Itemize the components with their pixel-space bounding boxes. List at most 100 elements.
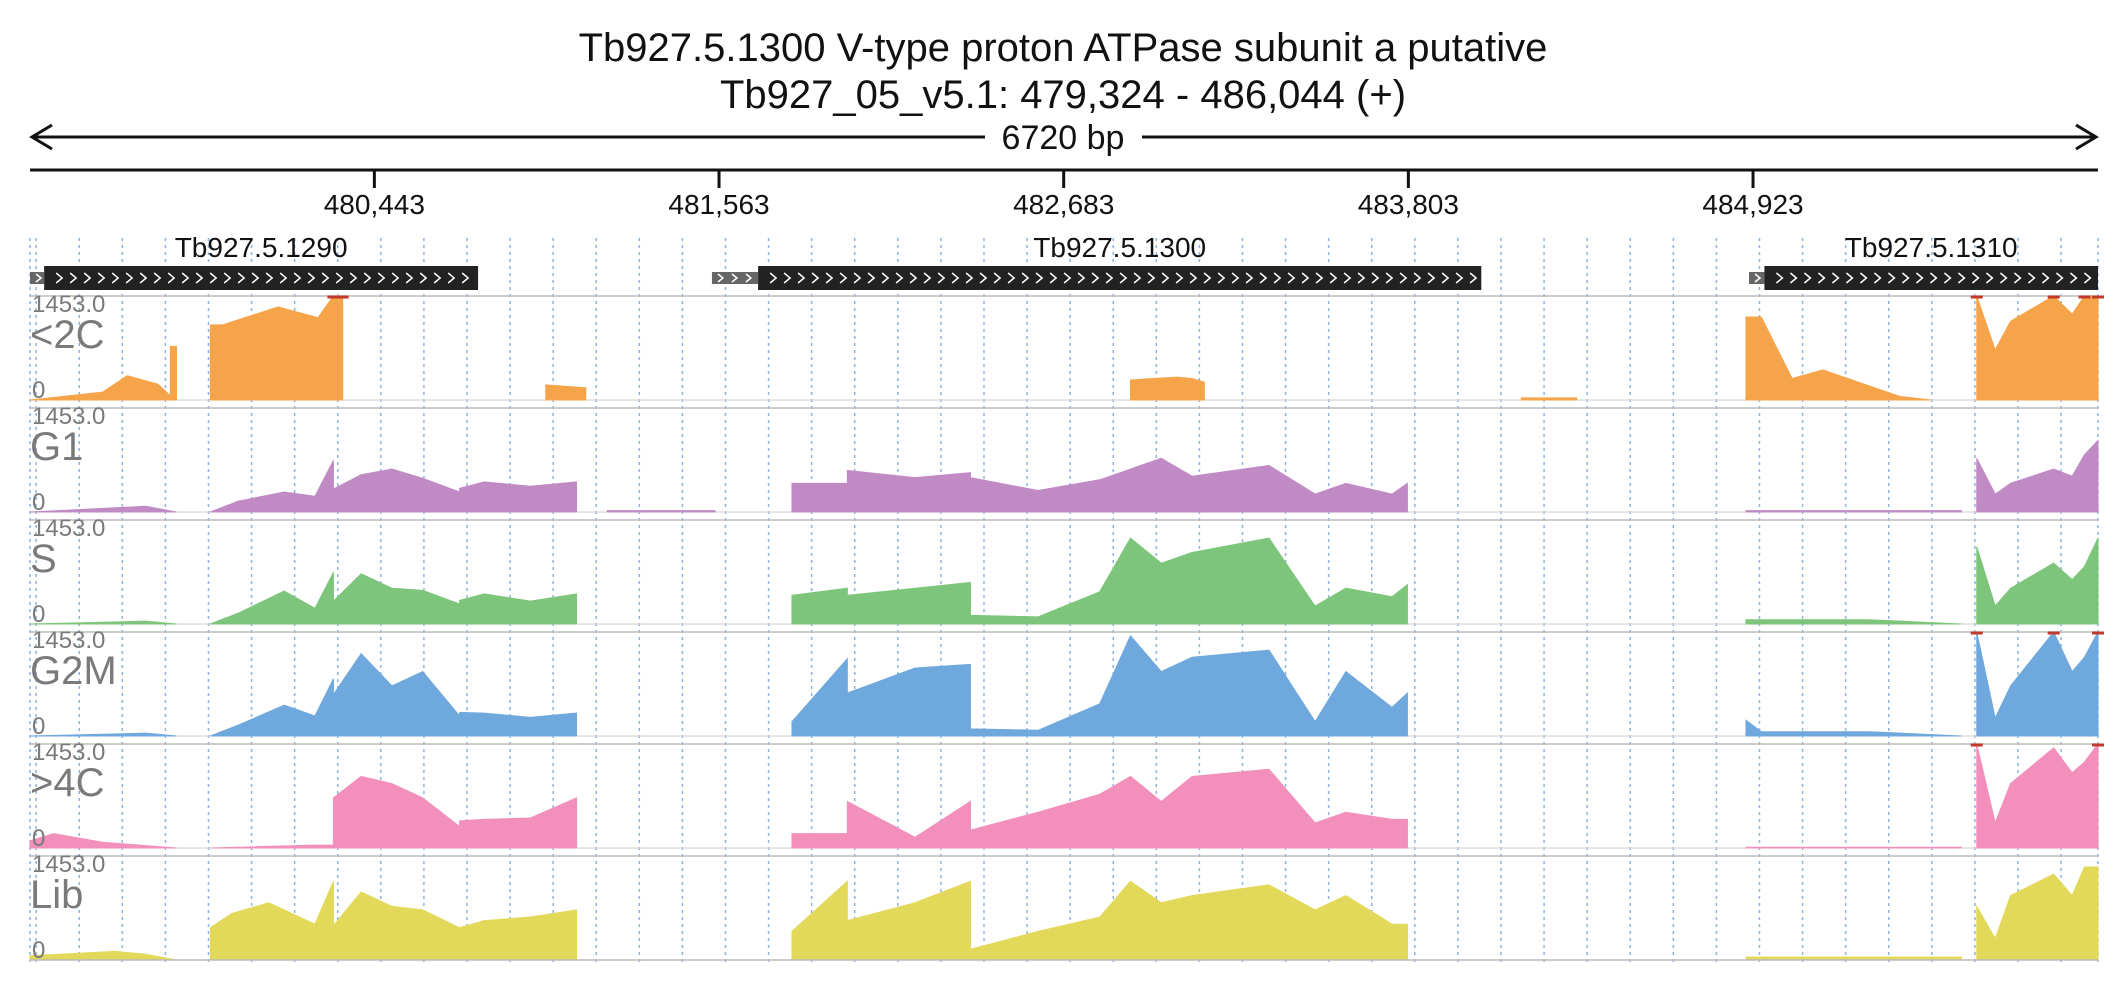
track-ymax-label: 1453.0 bbox=[32, 515, 105, 542]
coverage-area bbox=[791, 537, 1408, 625]
strand-arrow bbox=[867, 272, 876, 284]
tick-label: 481,563 bbox=[668, 189, 769, 220]
x-axis: 480,443 481,563 482,683 483,803 484,923 bbox=[30, 168, 2098, 220]
strand-arrow bbox=[2041, 272, 2050, 284]
gene-label: Tb927.5.1310 bbox=[1845, 232, 2018, 263]
strand-arrow bbox=[1915, 272, 1924, 284]
strand-arrow bbox=[195, 272, 204, 284]
gene-body bbox=[758, 266, 1482, 290]
strand-arrow bbox=[447, 272, 456, 284]
gene-label: Tb927.5.1290 bbox=[175, 232, 348, 263]
strand-arrow bbox=[363, 272, 372, 284]
gene-feature: Tb927.5.1290 bbox=[30, 232, 479, 290]
strand-arrow bbox=[937, 272, 946, 284]
strand-arrow bbox=[1245, 272, 1254, 284]
gene-track: Tb927.5.1290 Tb927.5.1300 Tb927.5.1310 bbox=[30, 232, 2098, 290]
strand-arrow bbox=[125, 272, 134, 284]
strand-arrow bbox=[1831, 272, 1840, 284]
strand-arrow bbox=[1789, 272, 1798, 284]
track: 1453.0S 0 bbox=[29, 515, 2099, 628]
coverage-area bbox=[1520, 397, 1578, 401]
tick-label: 482,683 bbox=[1013, 189, 1114, 220]
strand-arrow bbox=[251, 272, 260, 284]
strand-arrow bbox=[1929, 272, 1938, 284]
strand-arrow bbox=[1315, 272, 1324, 284]
strand-arrow bbox=[391, 272, 400, 284]
track-name: <2C bbox=[30, 313, 105, 357]
strand-arrow bbox=[69, 272, 78, 284]
strand-arrow bbox=[965, 272, 974, 284]
tick-label: 483,803 bbox=[1358, 189, 1459, 220]
track-ymin-label: 0 bbox=[32, 601, 45, 628]
coverage-area bbox=[210, 775, 578, 849]
strand-arrow bbox=[1147, 272, 1156, 284]
coverage-area bbox=[210, 460, 578, 513]
track-ymax-label: 1453.0 bbox=[32, 627, 105, 654]
coverage-area bbox=[1745, 619, 1962, 625]
strand-arrow bbox=[1887, 272, 1896, 284]
strand-arrow bbox=[1077, 272, 1086, 284]
strand-arrow bbox=[1385, 272, 1394, 284]
track-name: G2M bbox=[30, 649, 117, 693]
coverage-area bbox=[1976, 537, 2099, 625]
strand-arrow bbox=[35, 273, 43, 283]
coverage-area bbox=[791, 768, 1408, 849]
strand-arrow bbox=[923, 272, 932, 284]
span-ruler: 6720 bp bbox=[29, 119, 2099, 157]
strand-arrow bbox=[321, 272, 330, 284]
coverage-area bbox=[791, 880, 1408, 961]
strand-arrow bbox=[1985, 272, 1994, 284]
strand-arrow bbox=[1259, 272, 1268, 284]
strand-arrow bbox=[335, 272, 344, 284]
strand-arrow bbox=[1817, 272, 1826, 284]
strand-arrow bbox=[1441, 272, 1450, 284]
coverage-area bbox=[1976, 439, 2099, 513]
strand-arrow bbox=[1049, 272, 1058, 284]
track: 1453.0<2C 0 bbox=[29, 291, 2104, 404]
strand-arrow bbox=[1845, 272, 1854, 284]
track-ymax-label: 1453.0 bbox=[32, 291, 105, 318]
strand-arrow bbox=[1273, 272, 1282, 284]
strand-arrow bbox=[377, 272, 386, 284]
strand-arrow bbox=[1999, 272, 2008, 284]
coverage-area bbox=[1976, 742, 2099, 849]
strand-arrow bbox=[279, 272, 288, 284]
gene-utr bbox=[30, 272, 45, 284]
coverage-area bbox=[1976, 295, 2099, 401]
strand-arrow bbox=[97, 272, 106, 284]
span-length-label: 6720 bp bbox=[1002, 119, 1125, 157]
strand-arrow bbox=[293, 272, 302, 284]
strand-arrow bbox=[461, 272, 470, 284]
coverage-area bbox=[210, 572, 578, 625]
strand-arrow bbox=[1803, 272, 1812, 284]
strand-arrow bbox=[1399, 272, 1408, 284]
coverage-area bbox=[210, 652, 578, 737]
coverage-area bbox=[1745, 316, 1931, 401]
coverage-area bbox=[791, 457, 1408, 513]
strand-arrow bbox=[1035, 272, 1044, 284]
track-ymin-label: 0 bbox=[32, 825, 45, 852]
coverage-area bbox=[791, 634, 1408, 737]
strand-arrow bbox=[1133, 272, 1142, 284]
strand-arrow bbox=[265, 272, 274, 284]
coverage-area bbox=[29, 505, 177, 513]
strand-arrow bbox=[1301, 272, 1310, 284]
strand-arrow bbox=[881, 272, 890, 284]
strand-arrow bbox=[1469, 272, 1478, 284]
track-ymax-label: 1453.0 bbox=[32, 403, 105, 430]
track: 1453.0>4C 0 bbox=[29, 739, 2104, 852]
strand-arrow bbox=[745, 273, 753, 283]
strand-arrow bbox=[769, 272, 778, 284]
strand-arrow bbox=[2055, 272, 2064, 284]
strand-arrow bbox=[839, 272, 848, 284]
strand-arrow bbox=[1343, 272, 1352, 284]
strand-arrow bbox=[1217, 272, 1226, 284]
gene-utr bbox=[1749, 272, 1765, 284]
span-arrow-right bbox=[2075, 123, 2099, 151]
strand-arrow bbox=[979, 272, 988, 284]
coverage-area bbox=[209, 881, 578, 961]
coverage-area bbox=[1745, 719, 1962, 737]
